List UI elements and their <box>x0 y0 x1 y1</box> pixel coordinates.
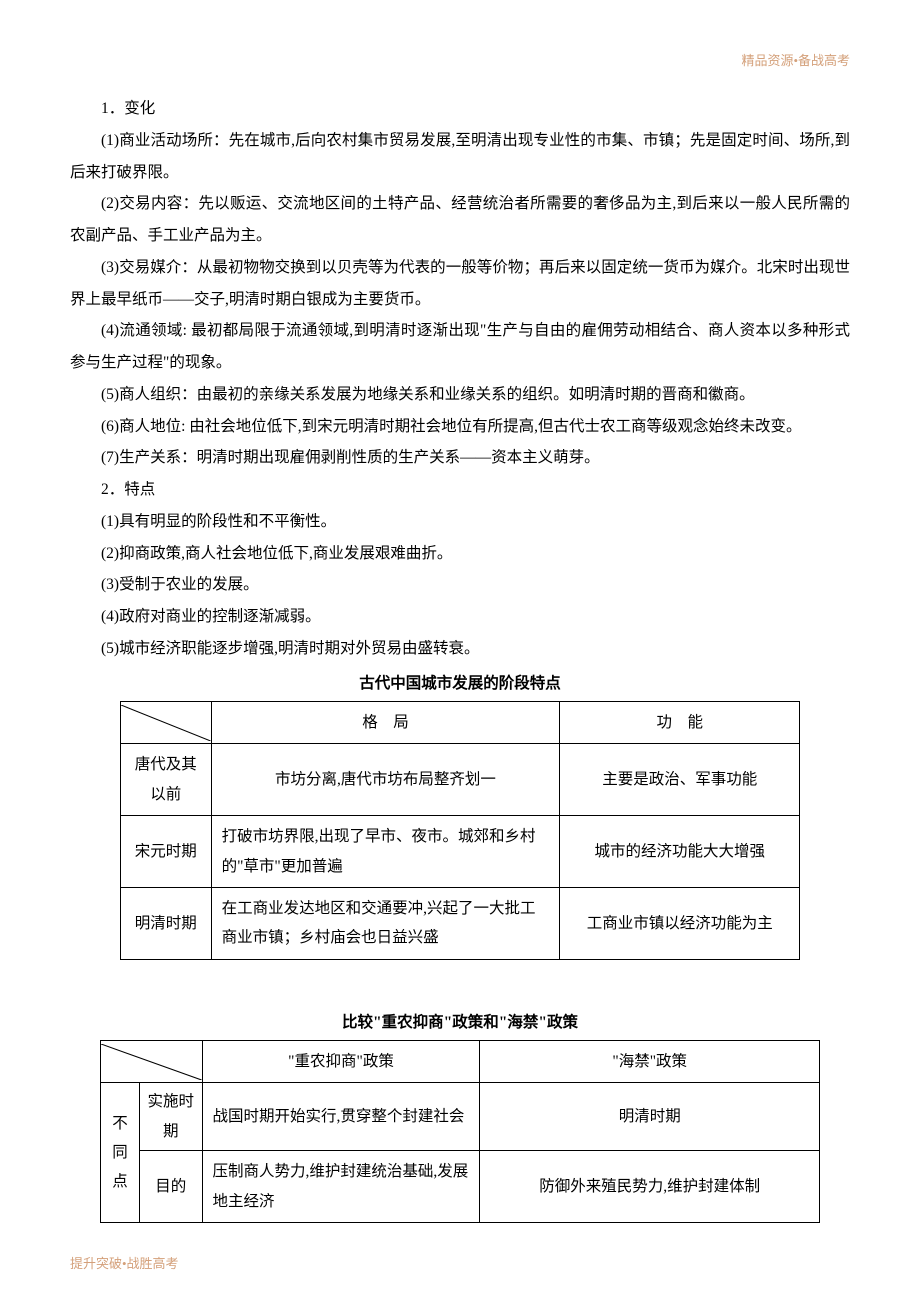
table-header: 格 局 <box>211 701 560 743</box>
table-row: 宋元时期 打破市坊界限,出现了早市、夜市。城郊和乡村的"草市"更加普遍 城市的经… <box>121 816 800 888</box>
table-cell: 目的 <box>139 1151 202 1223</box>
page-header: 精品资源•备战高考 <box>70 50 850 69</box>
table-cell: 明清时期 <box>480 1083 820 1151</box>
table-cell: 打破市坊界限,出现了早市、夜市。城郊和乡村的"草市"更加普遍 <box>211 816 560 888</box>
table-cell: 在工商业发达地区和交通要冲,兴起了一大批工商业市镇；乡村庙会也日益兴盛 <box>211 887 560 959</box>
table-cell: 工商业市镇以经济功能为主 <box>560 887 800 959</box>
table2-title: 比较"重农抑商"政策和"海禁"政策 <box>70 1010 850 1032</box>
paragraph: (6)商人地位: 由社会地位低下,到宋元明清时期社会地位有所提高,但古代士农工商… <box>70 411 850 443</box>
table-cell: 唐代及其以前 <box>121 744 212 816</box>
table-header: "海禁"政策 <box>480 1040 820 1082</box>
table-cell: 市坊分离,唐代市坊布局整齐划一 <box>211 744 560 816</box>
paragraph: (2)交易内容：先以贩运、交流地区间的土特产品、经营统治者所需要的奢侈品为主,到… <box>70 188 850 252</box>
table-row: 唐代及其以前 市坊分离,唐代市坊布局整齐划一 主要是政治、军事功能 <box>121 744 800 816</box>
table-cell: 实施时期 <box>139 1083 202 1151</box>
paragraph: (2)抑商政策,商人社会地位低下,商业发展艰难曲折。 <box>70 538 850 570</box>
paragraph: (5)商人组织：由最初的亲缘关系发展为地缘关系和业缘关系的组织。如明清时期的晋商… <box>70 379 850 411</box>
policy-compare-table: "重农抑商"政策 "海禁"政策 不同点 实施时期 战国时期开始实行,贯穿整个封建… <box>100 1040 820 1223</box>
table-cell: 明清时期 <box>121 887 212 959</box>
table-cell: 防御外来殖民势力,维护封建体制 <box>480 1151 820 1223</box>
paragraph: (4)政府对商业的控制逐渐减弱。 <box>70 601 850 633</box>
table-corner-cell <box>121 701 212 743</box>
table-cell: 宋元时期 <box>121 816 212 888</box>
paragraph: (5)城市经济职能逐步增强,明清时期对外贸易由盛转衰。 <box>70 633 850 665</box>
paragraph: (1)具有明显的阶段性和不平衡性。 <box>70 506 850 538</box>
city-development-table: 格 局 功 能 唐代及其以前 市坊分离,唐代市坊布局整齐划一 主要是政治、军事功… <box>120 701 800 960</box>
paragraph: (7)生产关系：明清时期出现雇佣剥削性质的生产关系——资本主义萌芽。 <box>70 442 850 474</box>
table-row: 明清时期 在工商业发达地区和交通要冲,兴起了一大批工商业市镇；乡村庙会也日益兴盛… <box>121 887 800 959</box>
table-row: 目的 压制商人势力,维护封建统治基础,发展地主经济 防御外来殖民势力,维护封建体… <box>101 1151 820 1223</box>
table-header: 功 能 <box>560 701 800 743</box>
paragraph: (1)商业活动场所：先在城市,后向农村集市贸易发展,至明清出现专业性的市集、市镇… <box>70 125 850 189</box>
table-header: "重农抑商"政策 <box>202 1040 480 1082</box>
table1-title: 古代中国城市发展的阶段特点 <box>70 671 850 693</box>
table-row: 不同点 实施时期 战国时期开始实行,贯穿整个封建社会 明清时期 <box>101 1083 820 1151</box>
section-2-heading: 2．特点 <box>70 474 850 506</box>
page-footer: 提升突破•战胜高考 <box>70 1253 850 1272</box>
table-cell: 压制商人势力,维护封建统治基础,发展地主经济 <box>202 1151 480 1223</box>
paragraph: (3)受制于农业的发展。 <box>70 569 850 601</box>
table-cell: 城市的经济功能大大增强 <box>560 816 800 888</box>
table-group-label: 不同点 <box>101 1083 140 1223</box>
section-1-heading: 1．变化 <box>70 93 850 125</box>
paragraph: (4)流通领域: 最初都局限于流通领域,到明清时逐渐出现"生产与自由的雇佣劳动相… <box>70 315 850 379</box>
table-corner-cell <box>101 1040 203 1082</box>
table-cell: 战国时期开始实行,贯穿整个封建社会 <box>202 1083 480 1151</box>
paragraph: (3)交易媒介：从最初物物交换到以贝壳等为代表的一般等价物；再后来以固定统一货币… <box>70 252 850 316</box>
table-cell: 主要是政治、军事功能 <box>560 744 800 816</box>
